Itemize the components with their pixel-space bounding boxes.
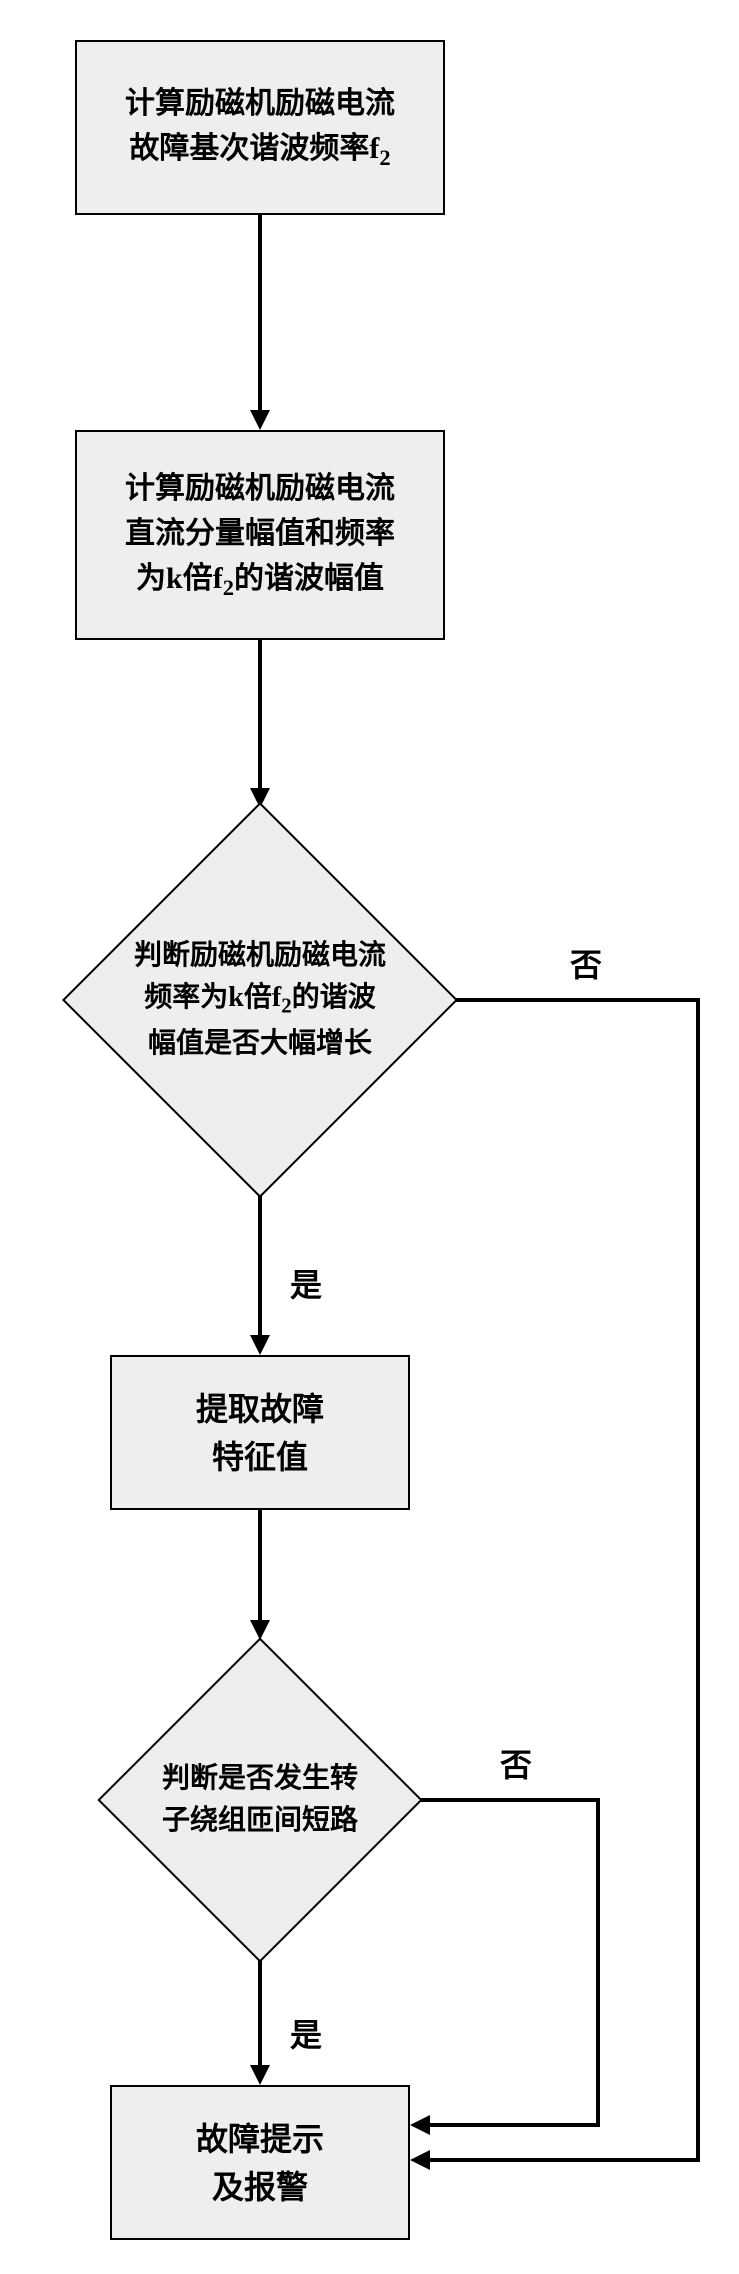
arrow-head-n1-n2 xyxy=(250,410,270,430)
arrow-head-n5-no xyxy=(410,2115,430,2135)
arrow-head-n3-n4 xyxy=(250,1335,270,1355)
process-extract-feature: 提取故障 特征值 xyxy=(110,1355,410,1510)
arrow-n3-no-v xyxy=(696,998,700,2160)
arrow-n5-no-h1 xyxy=(420,1798,600,1802)
decision-short-circuit: 判断是否发生转 子绕组匝间短路 xyxy=(145,1685,375,1915)
process-calc-harmonic: 计算励磁机励磁电流 直流分量幅值和频率 为k倍f2的谐波幅值 xyxy=(75,430,445,640)
decision-short-circuit-text: 判断是否发生转 子绕组匝间短路 xyxy=(115,1685,405,1915)
label-n5-yes: 是 xyxy=(290,2010,322,2056)
arrow-n5-n6 xyxy=(258,1960,262,2065)
arrow-n5-no-v xyxy=(596,1798,600,2125)
arrow-head-n3-no xyxy=(410,2150,430,2170)
decision-harmonic-growth-text: 判断励磁机励磁电流 频率为k倍f2的谐波 幅值是否大幅增长 xyxy=(90,860,430,1140)
process-calc-f2-text: 计算励磁机励磁电流 故障基次谐波频率f2 xyxy=(125,81,395,175)
process-calc-harmonic-text: 计算励磁机励磁电流 直流分量幅值和频率 为k倍f2的谐波幅值 xyxy=(125,466,395,605)
arrow-n4-n5 xyxy=(258,1510,262,1620)
process-calc-f2: 计算励磁机励磁电流 故障基次谐波频率f2 xyxy=(75,40,445,215)
arrow-n3-n4 xyxy=(258,1195,262,1335)
arrow-n3-no-h2 xyxy=(430,2158,700,2162)
arrow-n2-n3 xyxy=(258,640,262,788)
arrow-n3-no-h1 xyxy=(455,998,700,1002)
label-n3-no: 否 xyxy=(570,940,602,986)
decision-harmonic-growth: 判断励磁机励磁电流 频率为k倍f2的谐波 幅值是否大幅增长 xyxy=(120,860,400,1140)
label-n5-no: 否 xyxy=(500,1740,532,1786)
process-alarm-text: 故障提示 及报警 xyxy=(196,2115,324,2211)
process-alarm: 故障提示 及报警 xyxy=(110,2085,410,2240)
arrow-n5-no-h2 xyxy=(430,2123,600,2127)
process-extract-feature-text: 提取故障 特征值 xyxy=(196,1385,324,1481)
label-n3-yes: 是 xyxy=(290,1260,322,1306)
arrow-head-n5-n6 xyxy=(250,2065,270,2085)
arrow-n1-n2 xyxy=(258,215,262,410)
